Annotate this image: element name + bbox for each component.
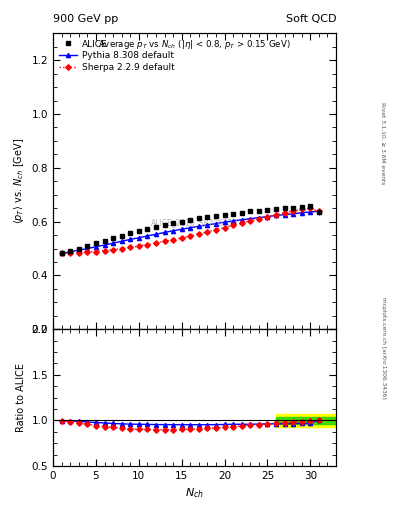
Sherpa 2.2.9 default [291, 208, 296, 214]
Sherpa 2.2.9 default [316, 208, 321, 215]
Pythia 8.308 default [119, 238, 124, 244]
Pythia 8.308 default [68, 249, 73, 255]
Line: Pythia 8.308 default: Pythia 8.308 default [60, 209, 321, 255]
X-axis label: $N_{ch}$: $N_{ch}$ [185, 486, 204, 500]
Sherpa 2.2.9 default [94, 248, 98, 254]
Sherpa 2.2.9 default [274, 211, 278, 218]
Sherpa 2.2.9 default [111, 247, 116, 253]
Pythia 8.308 default [196, 223, 201, 229]
Sherpa 2.2.9 default [188, 233, 193, 239]
Pythia 8.308 default [299, 210, 304, 216]
Sherpa 2.2.9 default [136, 243, 141, 249]
Sherpa 2.2.9 default [299, 206, 304, 212]
Sherpa 2.2.9 default [222, 224, 227, 230]
Pythia 8.308 default [248, 216, 253, 222]
Pythia 8.308 default [265, 214, 270, 220]
Sherpa 2.2.9 default [205, 229, 210, 235]
Sherpa 2.2.9 default [257, 216, 261, 222]
Sherpa 2.2.9 default [119, 245, 124, 251]
Sherpa 2.2.9 default [308, 205, 313, 211]
Pythia 8.308 default [257, 215, 261, 221]
Sherpa 2.2.9 default [265, 214, 270, 220]
Sherpa 2.2.9 default [248, 218, 253, 224]
Sherpa 2.2.9 default [68, 250, 73, 256]
Sherpa 2.2.9 default [85, 249, 90, 255]
Pythia 8.308 default [231, 218, 235, 224]
Y-axis label: Ratio to ALICE: Ratio to ALICE [16, 363, 26, 432]
Pythia 8.308 default [111, 240, 116, 246]
Pythia 8.308 default [102, 242, 107, 248]
Pythia 8.308 default [162, 229, 167, 236]
Pythia 8.308 default [179, 226, 184, 232]
Pythia 8.308 default [188, 225, 193, 231]
Pythia 8.308 default [85, 245, 90, 251]
Pythia 8.308 default [145, 233, 150, 239]
Pythia 8.308 default [94, 244, 98, 250]
Sherpa 2.2.9 default [196, 231, 201, 237]
Pythia 8.308 default [274, 212, 278, 219]
Text: Average $p_T$ vs $N_{ch}$ ($|\eta|$ < 0.8, $p_T$ > 0.15 GeV): Average $p_T$ vs $N_{ch}$ ($|\eta|$ < 0.… [98, 38, 291, 51]
Sherpa 2.2.9 default [239, 220, 244, 226]
Pythia 8.308 default [76, 247, 81, 253]
Pythia 8.308 default [239, 217, 244, 223]
Sherpa 2.2.9 default [282, 210, 287, 216]
Pythia 8.308 default [308, 209, 313, 215]
Text: Soft QCD: Soft QCD [286, 14, 336, 24]
Pythia 8.308 default [59, 250, 64, 257]
Pythia 8.308 default [222, 219, 227, 225]
Pythia 8.308 default [136, 234, 141, 241]
Sherpa 2.2.9 default [154, 240, 158, 246]
Legend: ALICE, Pythia 8.308 default, Sherpa 2.2.9 default: ALICE, Pythia 8.308 default, Sherpa 2.2.… [57, 38, 176, 74]
Sherpa 2.2.9 default [128, 244, 132, 250]
Sherpa 2.2.9 default [171, 237, 175, 243]
Text: 900 GeV pp: 900 GeV pp [53, 14, 118, 24]
Pythia 8.308 default [128, 237, 132, 243]
Pythia 8.308 default [205, 222, 210, 228]
Pythia 8.308 default [282, 211, 287, 218]
Pythia 8.308 default [171, 228, 175, 234]
Pythia 8.308 default [291, 211, 296, 217]
Sherpa 2.2.9 default [145, 242, 150, 248]
Pythia 8.308 default [316, 208, 321, 214]
Text: mcplots.cern.ch [arXiv:1306.3436]: mcplots.cern.ch [arXiv:1306.3436] [381, 297, 386, 399]
Y-axis label: $\langle p_T \rangle$ vs. $N_{ch}$ [GeV]: $\langle p_T \rangle$ vs. $N_{ch}$ [GeV] [12, 138, 26, 224]
Sherpa 2.2.9 default [162, 238, 167, 244]
Sherpa 2.2.9 default [76, 249, 81, 255]
Line: Sherpa 2.2.9 default: Sherpa 2.2.9 default [60, 206, 321, 255]
Sherpa 2.2.9 default [102, 248, 107, 254]
Text: Rivet 3.1.10, ≥ 3.6M events: Rivet 3.1.10, ≥ 3.6M events [381, 102, 386, 184]
Sherpa 2.2.9 default [59, 250, 64, 257]
Pythia 8.308 default [154, 231, 158, 238]
Sherpa 2.2.9 default [214, 227, 219, 233]
Sherpa 2.2.9 default [179, 234, 184, 241]
Text: ALICE_2010_S8706239: ALICE_2010_S8706239 [151, 218, 238, 227]
Pythia 8.308 default [214, 221, 219, 227]
Sherpa 2.2.9 default [231, 222, 235, 228]
